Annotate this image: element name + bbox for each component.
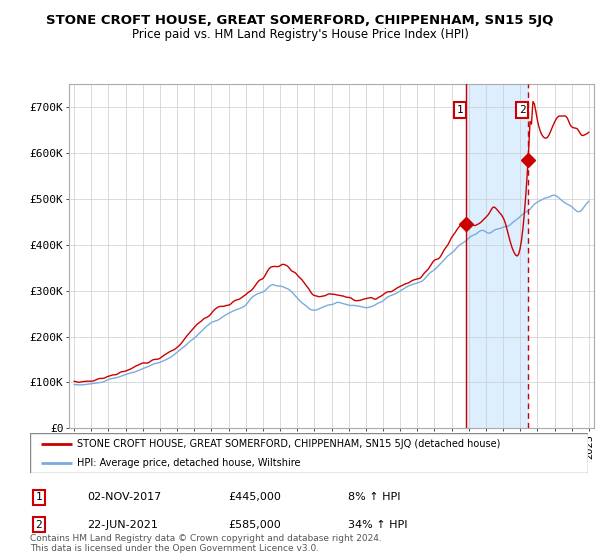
Text: 8% ↑ HPI: 8% ↑ HPI [348, 492, 401, 502]
Text: 2: 2 [519, 105, 526, 115]
Bar [466, 84, 528, 428]
Text: 2: 2 [35, 520, 43, 530]
Text: Price paid vs. HM Land Registry's House Price Index (HPI): Price paid vs. HM Land Registry's House … [131, 28, 469, 41]
Text: 02-NOV-2017: 02-NOV-2017 [87, 492, 161, 502]
Text: £445,000: £445,000 [228, 492, 281, 502]
Text: STONE CROFT HOUSE, GREAT SOMERFORD, CHIPPENHAM, SN15 5JQ (detached house): STONE CROFT HOUSE, GREAT SOMERFORD, CHIP… [77, 439, 501, 449]
Text: HPI: Average price, detached house, Wiltshire: HPI: Average price, detached house, Wilt… [77, 458, 301, 468]
Text: Contains HM Land Registry data © Crown copyright and database right 2024.
This d: Contains HM Land Registry data © Crown c… [30, 534, 382, 553]
Text: £585,000: £585,000 [228, 520, 281, 530]
Text: STONE CROFT HOUSE, GREAT SOMERFORD, CHIPPENHAM, SN15 5JQ: STONE CROFT HOUSE, GREAT SOMERFORD, CHIP… [46, 14, 554, 27]
Text: 34% ↑ HPI: 34% ↑ HPI [348, 520, 407, 530]
Text: 1: 1 [457, 105, 463, 115]
Text: 1: 1 [35, 492, 43, 502]
Text: 22-JUN-2021: 22-JUN-2021 [87, 520, 158, 530]
